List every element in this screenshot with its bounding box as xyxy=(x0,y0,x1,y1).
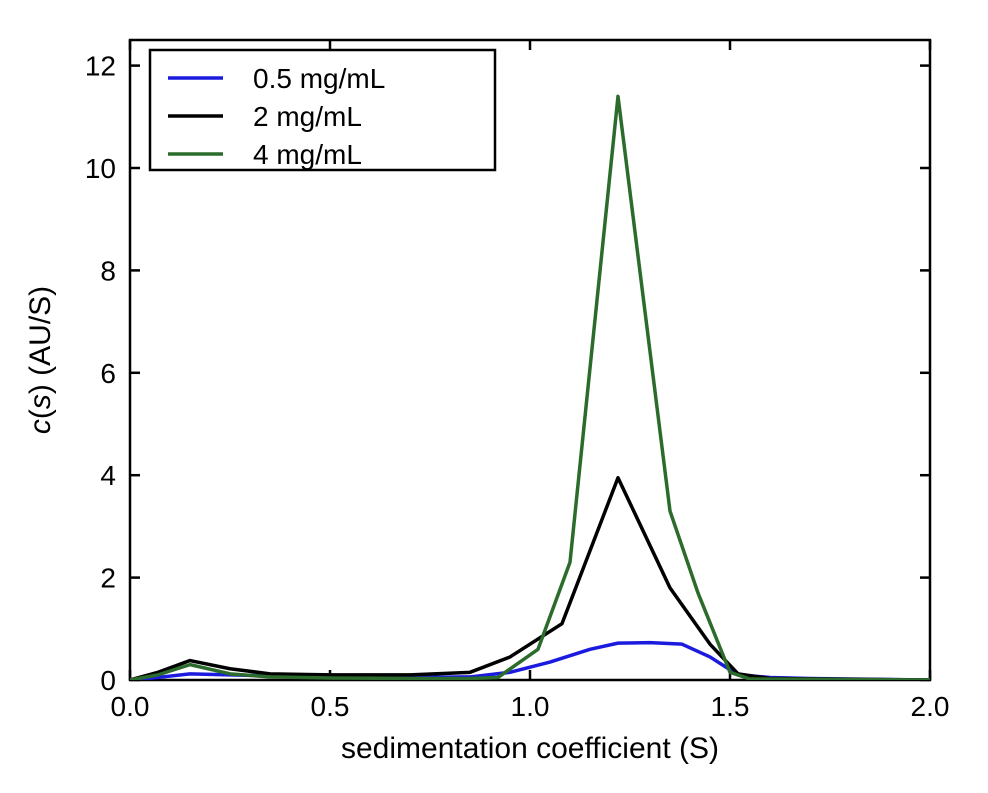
y-tick-label: 0 xyxy=(100,665,116,696)
y-tick-label: 6 xyxy=(100,358,116,389)
y-axis-label: c(s) (AU/S) xyxy=(24,286,57,434)
y-tick-label: 10 xyxy=(85,153,116,184)
y-tick-label: 12 xyxy=(85,51,116,82)
legend-label: 0.5 mg/mL xyxy=(253,63,385,94)
x-tick-label: 0.5 xyxy=(311,691,350,722)
x-axis-label: sedimentation coefficient (S) xyxy=(341,732,719,765)
sedimentation-chart: 0.0 0.5 1.0 1.5 2.0 0 2 4 6 8 10 12 sedimentation co… xyxy=(0,0,988,793)
y-tick-label: 4 xyxy=(100,460,116,491)
y-tick-label: 2 xyxy=(100,563,116,594)
legend-label: 2 mg/mL xyxy=(253,101,362,132)
y-tick-label: 8 xyxy=(100,255,116,286)
x-tick-label: 1.5 xyxy=(711,691,750,722)
x-tick-label: 0.0 xyxy=(111,691,150,722)
x-tick-label: 1.0 xyxy=(511,691,550,722)
x-tick-label: 2.0 xyxy=(911,691,950,722)
legend-label: 4 mg/mL xyxy=(253,139,362,170)
legend: 0.5 mg/mL 2 mg/mL 4 mg/mL xyxy=(150,50,495,170)
